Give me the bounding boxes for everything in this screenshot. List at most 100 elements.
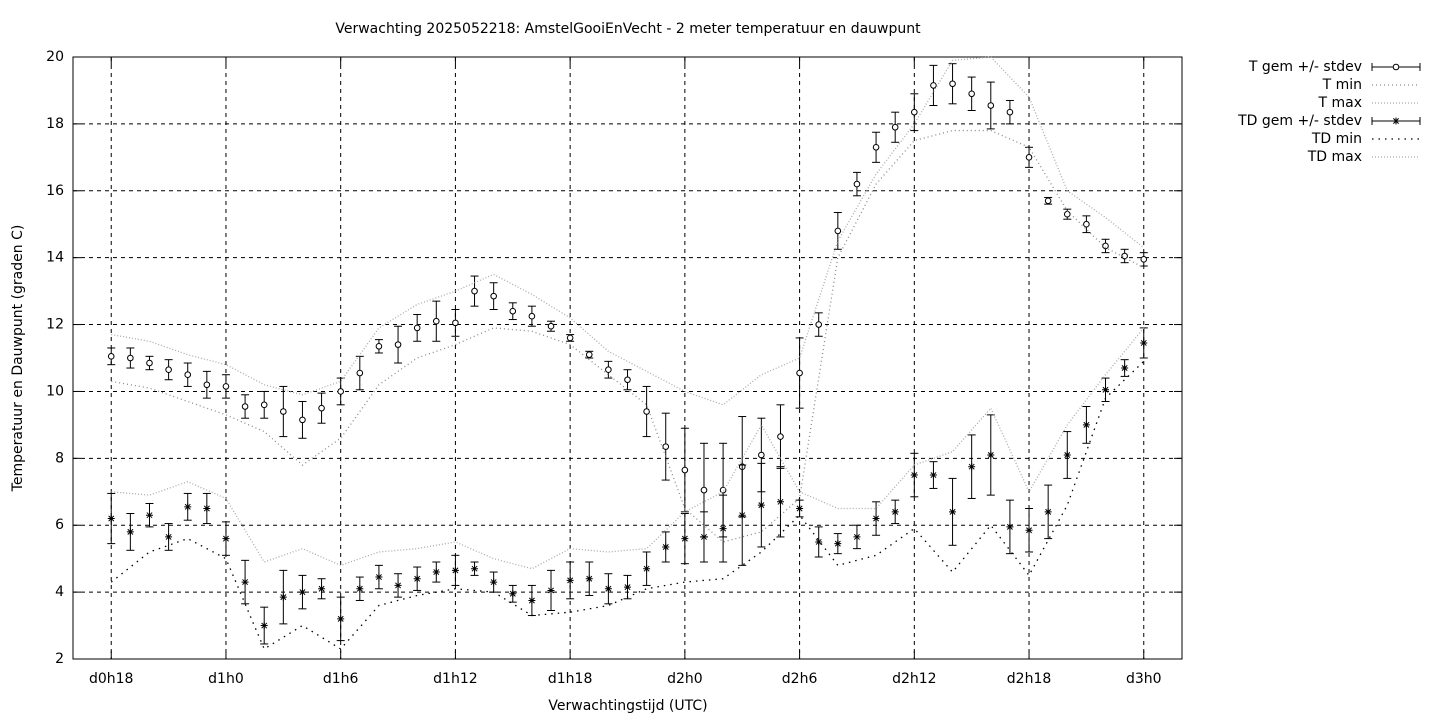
point [605,366,612,374]
point [528,596,536,604]
x-tick-label: d3h0 [1126,671,1162,687]
x-tick-label: d2h6 [782,671,818,687]
point [872,515,880,523]
point [1082,421,1090,429]
point [165,366,172,374]
point [585,351,593,358]
point [1025,154,1033,161]
point [299,416,306,424]
point [260,622,268,630]
point [452,319,459,327]
point [891,123,899,131]
point [318,404,325,412]
point [815,321,823,328]
x-tick-label: d2h0 [667,671,703,687]
point [815,538,823,546]
point [318,585,326,593]
legend-swatch [1392,117,1400,125]
point [126,528,134,536]
y-tick-label: 6 [55,517,64,533]
point [280,408,287,415]
point [585,575,593,583]
point [1044,197,1052,205]
point [145,511,153,519]
point [719,525,727,533]
point [1121,364,1129,372]
point [624,376,631,384]
point [337,615,345,623]
point [547,586,555,594]
legend-label: TD min [1311,131,1362,147]
y-tick-label: 4 [55,584,64,600]
y-tick-label: 2 [55,651,64,667]
point [987,102,995,109]
y-tick-label: 8 [55,450,64,466]
point [758,451,765,459]
legend-swatch [1392,63,1400,71]
point [375,342,383,350]
x-tick-label: d1h18 [548,671,592,687]
point [853,180,861,188]
point [394,341,402,348]
point [834,227,842,235]
point [471,565,479,573]
y-tick-label: 18 [46,116,64,132]
y-tick-label: 14 [46,250,64,266]
point [738,511,746,519]
point [107,353,115,360]
point [834,540,842,548]
point [643,408,650,415]
x-tick-label: d1h12 [433,671,477,687]
point [949,508,957,516]
point [127,354,134,362]
legend-label: T min [1322,77,1362,93]
point [298,588,306,596]
point [146,359,153,367]
point [681,466,689,474]
point [413,324,421,332]
point [375,573,383,581]
point [528,312,536,320]
point [547,322,555,330]
point [203,505,211,512]
point [681,535,689,543]
point [987,451,995,459]
point [1140,256,1148,263]
series-line [111,129,1145,543]
point [1044,508,1052,516]
point [184,503,192,511]
point [222,383,230,390]
point [700,486,708,494]
point [910,471,918,479]
point [260,401,268,409]
point [929,471,937,479]
point [203,381,211,389]
point [394,581,402,589]
point [624,583,631,591]
point [107,515,115,523]
y-tick-label: 12 [46,317,64,333]
point [471,287,478,295]
point [337,388,344,395]
point [796,505,804,512]
x-tick-label: d1h0 [208,671,244,687]
x-tick-label: d0h18 [89,671,133,687]
point [432,568,440,576]
point [662,443,670,450]
point [968,463,976,471]
point [776,498,784,506]
point [566,334,574,342]
point [1063,210,1071,218]
point [1025,526,1033,534]
point [1063,451,1071,459]
point [1006,523,1014,531]
x-tick-label: d2h12 [892,671,936,687]
point [509,590,517,598]
legend-label: TD max [1307,149,1362,165]
point [1121,252,1128,260]
point [949,80,956,88]
point [451,566,459,574]
y-tick-label: 10 [46,383,64,399]
point [1006,108,1014,116]
